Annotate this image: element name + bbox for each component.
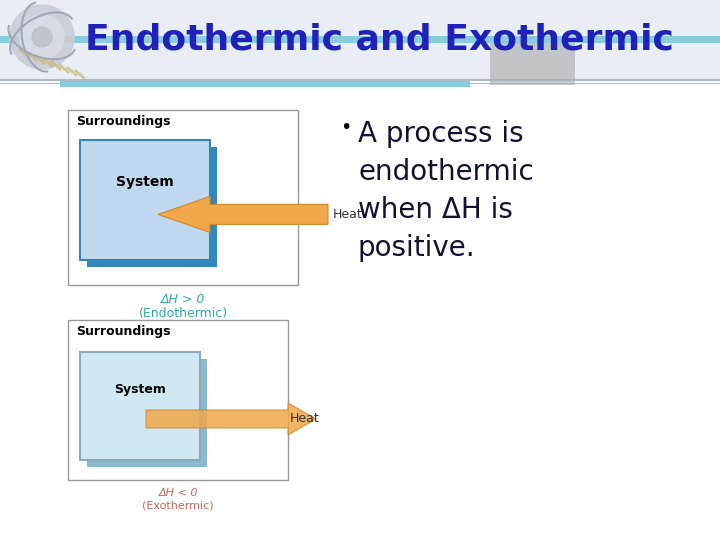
- FancyBboxPatch shape: [68, 320, 288, 480]
- Circle shape: [32, 27, 52, 47]
- Text: (Endothermic): (Endothermic): [138, 307, 228, 320]
- Circle shape: [20, 15, 64, 59]
- Text: ΔH < 0: ΔH < 0: [158, 488, 198, 498]
- FancyBboxPatch shape: [0, 36, 720, 43]
- FancyBboxPatch shape: [87, 147, 217, 267]
- Text: Surroundings: Surroundings: [76, 115, 171, 128]
- Text: Endothermic and Exothermic: Endothermic and Exothermic: [85, 23, 674, 57]
- FancyBboxPatch shape: [87, 359, 207, 467]
- Text: Heat: Heat: [333, 208, 363, 221]
- FancyBboxPatch shape: [0, 0, 720, 80]
- Text: •: •: [341, 118, 351, 137]
- FancyBboxPatch shape: [80, 352, 200, 460]
- FancyBboxPatch shape: [68, 110, 298, 285]
- Polygon shape: [158, 197, 328, 232]
- Text: A process is
endothermic
when ΔH is
positive.: A process is endothermic when ΔH is posi…: [358, 120, 534, 262]
- Polygon shape: [146, 403, 316, 435]
- FancyBboxPatch shape: [60, 81, 470, 87]
- Text: System: System: [116, 175, 174, 189]
- Text: Surroundings: Surroundings: [76, 325, 171, 338]
- Text: Heat: Heat: [290, 413, 320, 426]
- FancyBboxPatch shape: [80, 140, 210, 260]
- Text: (Exothermic): (Exothermic): [142, 500, 214, 510]
- Circle shape: [10, 5, 74, 69]
- Text: System: System: [114, 383, 166, 396]
- Text: ΔH > 0: ΔH > 0: [161, 293, 205, 306]
- FancyBboxPatch shape: [490, 43, 575, 85]
